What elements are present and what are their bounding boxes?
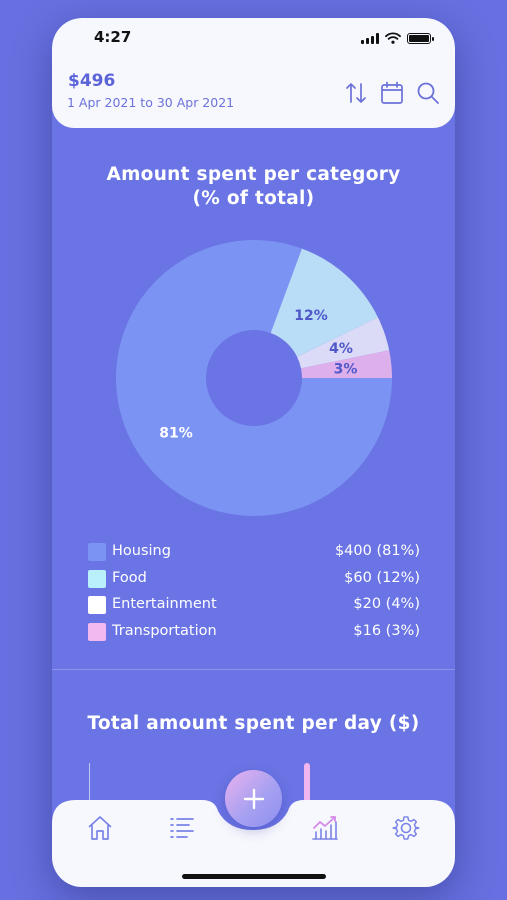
bar-chart-title: Total amount spent per day ($) <box>87 713 420 734</box>
pie-label-food: 12% <box>294 308 328 324</box>
total-amount: $496 <box>68 71 116 91</box>
pie-slice-housing[interactable] <box>115 239 392 516</box>
legend-swatch-transportation <box>88 622 106 641</box>
home-icon[interactable] <box>86 814 114 842</box>
search-icon[interactable] <box>415 80 441 106</box>
add-icon <box>243 788 264 809</box>
legend-value: $20 (4%) <box>353 596 420 612</box>
pie-title-line-1: Amount spent per category <box>106 164 401 185</box>
header-actions <box>343 80 441 106</box>
legend-row-entertainment: Entertainment $20 (4%) <box>88 593 420 620</box>
pie-slice-entertainment[interactable] <box>297 317 390 369</box>
date-range[interactable]: 1 Apr 2021 to 30 Apr 2021 <box>67 95 235 110</box>
pie-label-entertainment: 4% <box>329 341 353 357</box>
pie-chart-title: Amount spent per category (% of total) <box>52 163 455 211</box>
legend-row-housing: Housing $400 (81%) <box>88 540 420 567</box>
legend-row-food: Food $60 (12%) <box>88 567 420 594</box>
pie-title-line-2: (% of total) <box>192 188 315 209</box>
bar-chart-axis <box>89 763 90 808</box>
cellular-signal-icon <box>361 32 379 44</box>
app-screen: 4:27 $496 1 Apr 2021 to 30 Apr 2021 <box>52 18 455 887</box>
chart-icon[interactable] <box>311 814 339 842</box>
settings-icon[interactable] <box>392 814 420 842</box>
legend-label: Transportation <box>112 622 217 639</box>
pie-slice-transportation[interactable] <box>301 350 392 378</box>
legend-value: $60 (12%) <box>344 569 420 586</box>
section-divider <box>52 669 455 670</box>
home-indicator <box>182 874 326 879</box>
legend-value: $400 (81%) <box>334 543 420 559</box>
bottom-nav-background <box>52 800 455 887</box>
legend-label: Housing <box>112 543 171 559</box>
status-icons <box>361 31 434 45</box>
legend-label: Food <box>112 569 147 586</box>
legend-swatch-entertainment <box>88 596 106 614</box>
legend-row-transportation: Transportation $16 (3%) <box>88 620 420 647</box>
battery-icon <box>407 32 434 44</box>
pie-slice-food[interactable] <box>270 248 378 357</box>
add-button[interactable] <box>225 770 282 827</box>
legend-swatch-housing <box>88 543 106 561</box>
legend-value: $16 (3%) <box>353 622 420 639</box>
list-icon[interactable] <box>168 814 196 842</box>
bar-chart-bar <box>304 763 310 811</box>
pie-legend: Housing $400 (81%) Food $60 (12%) Entert… <box>88 540 420 646</box>
pie-label-transportation: 3% <box>334 362 358 378</box>
pie-label-housing: 81% <box>159 425 193 441</box>
sort-icon[interactable] <box>343 80 369 106</box>
status-time: 4:27 <box>94 28 132 46</box>
wifi-icon <box>385 32 401 44</box>
legend-swatch-food <box>88 569 106 588</box>
calendar-icon[interactable] <box>379 80 405 106</box>
category-pie-chart[interactable]: 81% 12% 4% 3% <box>114 238 394 518</box>
bottom-nav <box>52 800 455 887</box>
header: 4:27 $496 1 Apr 2021 to 30 Apr 2021 <box>52 18 455 128</box>
legend-label: Entertainment <box>112 596 217 612</box>
